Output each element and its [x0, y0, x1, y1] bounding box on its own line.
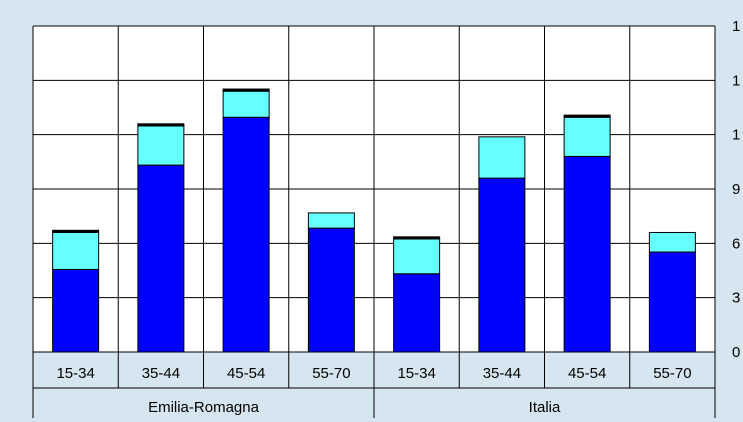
y-tick-label: 1: [732, 127, 740, 144]
bar-segment: [307, 212, 355, 229]
group-label: Italia: [529, 399, 561, 416]
bar-segment: [137, 123, 185, 127]
y-tick-labels: 0 3 6 9 1 1 1: [732, 18, 740, 361]
y-tick-label: 0: [732, 344, 740, 361]
bar-segment: [222, 90, 270, 118]
x-axis: 15-34 35-44 45-54 55-70 15-34 35-44 45-54 55-70…: [32, 352, 716, 418]
bar-segment: [563, 114, 611, 118]
bar-segment: [478, 177, 526, 353]
bar-segment: [393, 236, 441, 240]
y-tick-label: 1: [732, 72, 740, 89]
x-tick-label: 15-34: [56, 365, 94, 382]
bar-segment: [563, 116, 611, 157]
bar-segment: [307, 227, 355, 353]
y-tick-label: 3: [732, 290, 740, 307]
y-tick-label: 6: [732, 235, 740, 252]
x-tick-label: 35-44: [142, 365, 180, 382]
bar-segment: [52, 268, 100, 353]
bar-segment: [137, 164, 185, 353]
y-tick-label: 1: [732, 18, 740, 35]
bar-segment: [222, 88, 270, 92]
bar-segment: [563, 155, 611, 353]
bar-segment: [478, 136, 526, 179]
bar-segment: [52, 231, 100, 270]
x-tick-label: 35-44: [483, 365, 521, 382]
bar-segment: [648, 251, 696, 353]
x-tick-label: 55-70: [653, 365, 691, 382]
bar-segment: [137, 125, 185, 166]
bar-segment: [393, 273, 441, 353]
group-label: Emilia-Romagna: [148, 399, 260, 416]
x-tick-label: 15-34: [397, 365, 435, 382]
x-tick-label: 55-70: [312, 365, 350, 382]
bar-segment: [52, 229, 100, 233]
bar-segment: [648, 231, 696, 253]
y-tick-label: 9: [732, 181, 740, 198]
x-tick-label: 45-54: [227, 365, 265, 382]
bar-segment: [222, 116, 270, 353]
bars: [52, 88, 696, 353]
bar-segment: [393, 238, 441, 275]
x-tick-label: 45-54: [568, 365, 606, 382]
